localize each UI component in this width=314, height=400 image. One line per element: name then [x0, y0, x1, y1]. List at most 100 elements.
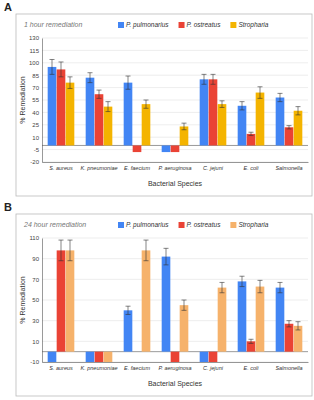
grid-line [42, 279, 308, 280]
x-tick-label: C. jejuni [203, 165, 224, 171]
error-bar-cap [144, 100, 149, 101]
error-bar-cap [164, 264, 169, 265]
error-bar [182, 123, 187, 130]
y-tick: 55 [32, 97, 42, 103]
error-bar-cap [240, 109, 245, 110]
error-bar [126, 76, 131, 89]
error-bar [249, 339, 254, 343]
error-bar [278, 282, 283, 292]
error-bar-cap [182, 129, 187, 130]
error-bar [296, 322, 301, 330]
error-bar-cap [50, 59, 55, 60]
error-bar-line [222, 101, 223, 108]
grid-line [42, 62, 308, 63]
error-bar-line [260, 87, 261, 99]
bar [133, 145, 142, 152]
error-bar-cap [106, 101, 111, 102]
error-bar-cap [278, 292, 283, 293]
grid-line [42, 124, 308, 125]
x-tick-label: K. pneumoniae [81, 365, 118, 371]
error-bar-cap [126, 76, 131, 77]
error-bar-cap [278, 101, 283, 102]
y-tick: -20 [30, 159, 42, 165]
error-bar-cap [278, 93, 283, 94]
error-bar-line [222, 282, 223, 292]
error-bar-cap [164, 248, 169, 249]
error-bar [106, 102, 111, 112]
series [57, 240, 294, 362]
error-bar-line [146, 100, 147, 108]
x-tick-label: C. jejuni [203, 365, 224, 371]
bar [285, 127, 294, 145]
error-bar-cap [240, 101, 245, 102]
y-tick-label: 30 [32, 318, 39, 324]
series [48, 59, 285, 152]
bar [256, 93, 265, 146]
plot-area [48, 59, 303, 152]
error-bar [50, 59, 55, 74]
grid-line [42, 341, 308, 342]
error-bar-cap [97, 98, 102, 99]
grid [42, 238, 308, 362]
error-bar-cap [258, 86, 263, 87]
panel-letter: A [4, 1, 12, 13]
x-tick-label: P. aeruginosa [158, 365, 191, 371]
error-bar-cap [220, 292, 225, 293]
error-bar-line [128, 306, 129, 314]
x-tick-label: P. aeruginosa [158, 165, 191, 171]
bar [200, 352, 209, 362]
error-bar-cap [182, 310, 187, 311]
series [57, 62, 294, 152]
y-tick: 10 [32, 339, 42, 345]
error-bar [220, 101, 225, 108]
y-tick: 10 [32, 135, 42, 141]
error-bar [97, 90, 102, 98]
bar [86, 78, 95, 146]
error-bar [240, 276, 245, 286]
error-bar-cap [59, 61, 64, 62]
y-tick-label: 100 [29, 60, 40, 66]
y-tick: 40 [32, 110, 42, 116]
y-axis: -101030507090110 [29, 235, 42, 365]
y-tick: -5 [34, 147, 42, 153]
x-tick: P. aeruginosa [158, 362, 191, 371]
error-bar-line [99, 90, 100, 98]
subtitle: 24 hour remediation [23, 221, 86, 228]
grid-line [42, 258, 308, 259]
legend-label: P. ostreatus [187, 221, 222, 228]
grid-line [42, 162, 308, 163]
error-bar-cap [202, 84, 207, 85]
bar [238, 106, 247, 146]
bar [171, 145, 180, 152]
y-tick-label: 110 [29, 235, 39, 241]
error-bar-line [213, 74, 214, 84]
y-tick-label: 10 [32, 135, 39, 141]
x-tick-label: E. coli [244, 365, 260, 371]
bar [238, 281, 247, 351]
y-axis-title: % Remediation [19, 276, 26, 324]
y-tick-label: 70 [32, 85, 39, 91]
x-tick-label: E. faecium [124, 365, 150, 371]
error-bar [287, 126, 292, 129]
error-bar-cap [287, 128, 292, 129]
bar [276, 288, 285, 352]
y-tick-label: 25 [32, 122, 39, 128]
error-bar [182, 300, 187, 310]
bar [48, 352, 57, 362]
bar [133, 351, 142, 352]
plot-area [48, 240, 303, 362]
legend-item: Stropharia [230, 221, 268, 229]
error-bar-cap [220, 282, 225, 283]
error-bar-line [289, 321, 290, 327]
x-tick-label: E. faecium [124, 165, 150, 171]
y-tick: 115 [29, 48, 42, 54]
error-bar-cap [211, 74, 216, 75]
legend-item: Stropharia [230, 21, 268, 29]
error-bar [211, 74, 216, 84]
bar [142, 250, 151, 351]
y-tick-label: -10 [30, 359, 39, 365]
error-bar-cap [126, 314, 131, 315]
error-bar-cap [249, 135, 254, 136]
grid-line [42, 238, 308, 239]
bar [180, 305, 189, 352]
